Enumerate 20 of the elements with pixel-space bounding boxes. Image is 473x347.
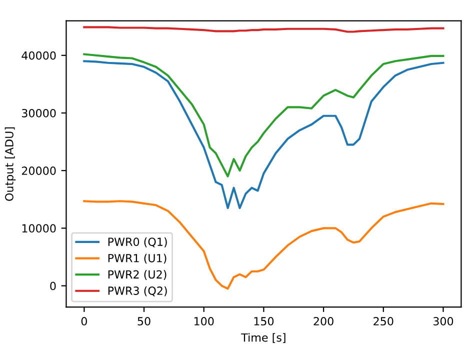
x-tick-label: 250 [374, 317, 394, 326]
x-axis-title: Time [s] [241, 333, 286, 344]
y-tick-label: 10000 [22, 224, 56, 233]
y-tick-label: 20000 [22, 166, 56, 175]
y-tick-label: 40000 [22, 51, 56, 60]
x-tick-label: 0 [81, 317, 87, 326]
y-tick-label: 0 [50, 282, 56, 290]
x-tick-label: 150 [254, 317, 274, 326]
line-series [83, 53, 444, 178]
legend-label: PWR2 (U2) [108, 270, 166, 280]
legend-label: PWR0 (Q1) [108, 237, 167, 248]
legend-label: PWR1 (U1) [108, 254, 166, 264]
x-tick-label: 100 [194, 317, 214, 326]
y-tick-label: 30000 [22, 108, 56, 118]
x-tick-label: 300 [433, 317, 454, 326]
legend-label: PWR3 (Q2) [108, 286, 167, 296]
line-series [83, 60, 444, 210]
x-tick-label: 50 [138, 317, 150, 326]
x-tick-label: 200 [314, 317, 334, 326]
y-axis-title: Output [ADU] [4, 127, 16, 201]
